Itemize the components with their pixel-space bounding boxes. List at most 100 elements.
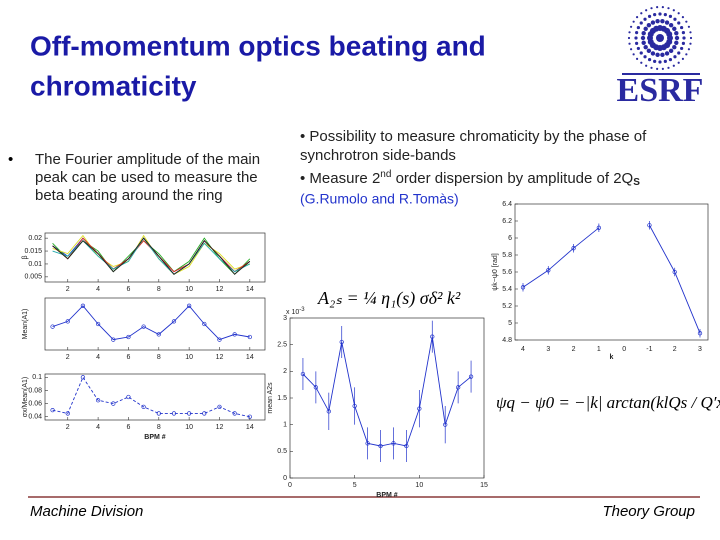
logo-dot [655,52,660,58]
logo-dot [636,25,640,30]
x-tick-label: 4 [96,424,100,431]
logo-dot [689,36,693,40]
point [352,403,357,409]
superscript: nd [380,169,391,180]
logo-dot [641,40,646,45]
point [80,375,86,380]
y-axis-label: β [22,255,29,259]
x-tick-label: 2 [66,354,70,361]
series-line [52,237,251,275]
logo-dot [635,16,639,19]
logo-dot [674,35,680,41]
credit: (G.Rumolo and R.Tomàs) [300,191,459,207]
logo-dot [639,51,643,55]
y-tick-label: 5 [508,320,512,327]
point [65,411,70,416]
point [141,324,146,329]
logo-dot [650,20,656,25]
x-tick-label: 0 [622,346,626,353]
logo-dot [656,67,659,70]
logo-dot [689,31,692,34]
x-tick-label: 12 [216,424,224,431]
logo-dot [677,61,680,64]
y-axis-label: σx/Mean(A1) [22,377,29,418]
logo-dot [628,42,631,45]
plot-frame [44,297,266,351]
point [672,269,677,275]
y-tick-label: 0.1 [32,374,42,381]
series-line [52,237,251,275]
point [50,324,55,329]
logo-dot [656,6,659,9]
y-tick-label: 0.5 [277,448,287,455]
logo-dot [660,52,665,58]
logo-dot [663,59,667,63]
logo-dot [627,36,631,40]
y-tick-label: 0.06 [28,400,42,407]
point [171,411,177,416]
formula: ψq − ψ0 = −|k| arctan(klQs / Q′xσδ) [496,393,720,412]
point [596,225,602,230]
x-axis-label: k [610,354,614,361]
y-axis-label: mean A2s [267,382,274,414]
x-tick-label: 14 [246,286,254,293]
point [80,303,86,308]
logo-dot [655,18,660,24]
x-tick-label: 5 [353,482,357,489]
x-tick-label: 4 [96,286,100,293]
point [430,334,435,339]
y-tick-label: 6.4 [502,201,512,208]
point [404,443,409,449]
y-axis-label: ψk−ψ0 [rad] [492,253,499,290]
point [171,319,177,324]
logo-dot [664,20,670,25]
logo-dot [687,25,691,28]
logo-dot [667,7,670,10]
point [247,414,252,419]
y-scale-label: x 10-3 [286,307,305,316]
logo-dot [673,17,677,21]
logo-dot [646,22,652,28]
series-line [52,305,250,341]
x-tick-label: 3 [546,346,550,353]
point [126,394,131,400]
logo-dot [640,35,646,41]
footer-left: Machine Division [30,503,143,520]
logo-dot [658,60,662,64]
y-tick-label: 3 [283,315,287,322]
series-line [649,225,701,334]
x-tick-label: 4 [96,354,100,361]
logo-dot [682,36,686,40]
logo-dot [653,13,657,17]
logo-dot [650,66,653,69]
bullet: • [8,151,13,168]
logo-dot [635,31,639,35]
logo-dot [672,26,677,32]
point [95,321,101,327]
logo-dot [681,31,685,35]
y-tick-label: 0.015 [24,248,42,255]
y-axis-label: Mean(A1) [22,309,29,340]
logo-dot [646,48,652,54]
y-tick-label: 5.6 [502,269,512,276]
point [339,339,344,345]
x-tick-label: 2 [66,424,70,431]
point [417,406,422,411]
x-tick-label: 3 [698,346,702,353]
point [186,303,192,308]
y-tick-label: 0.01 [28,261,42,268]
x-axis-label: BPM # [144,434,166,441]
x-tick-label: 2 [66,286,70,293]
logo-dot [645,9,648,12]
point [111,337,116,342]
logo-dot [650,51,656,56]
logo-dot [635,41,639,45]
point [126,334,131,340]
logo-dot [641,31,646,36]
body-text: • Possibility to measure chromaticity by… [300,128,647,145]
x-tick-label: 8 [157,354,161,361]
x-tick-label: 8 [157,286,161,293]
logo-dot [640,12,643,15]
